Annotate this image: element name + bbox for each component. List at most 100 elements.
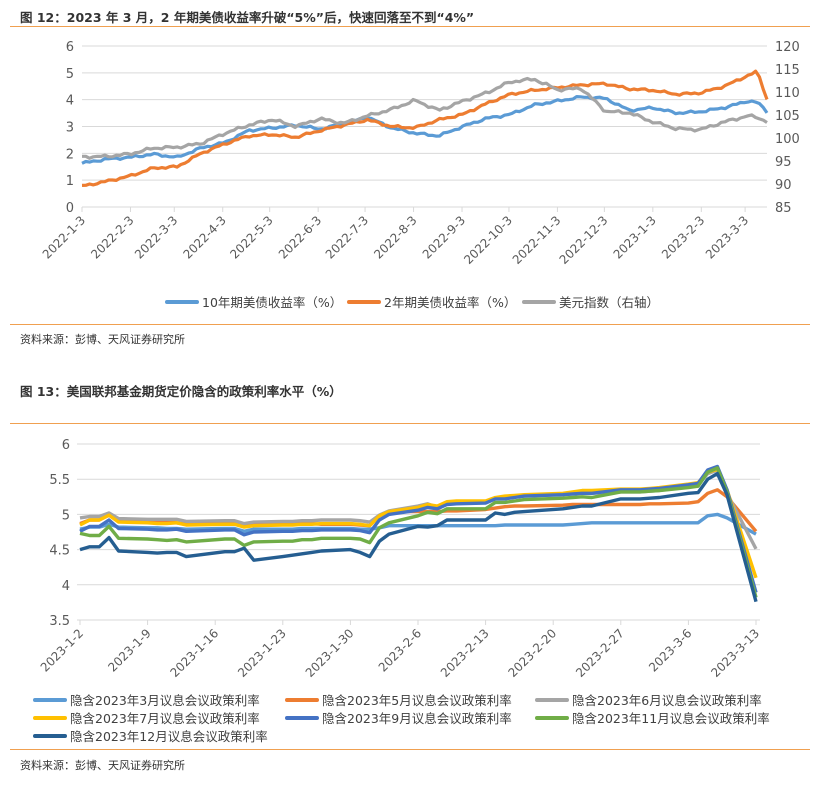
figure-12-title: 图 12：2023 年 3 月，2 年期美债收益率升破“5%”后，快速回落至不到…	[20, 10, 475, 25]
c2-gridlines	[77, 443, 760, 621]
c2-legend-swatch-jul	[33, 715, 67, 720]
c2-x-tick-label: 2023-2-27	[573, 626, 627, 680]
c1-y-left-tick-label: 4	[66, 94, 74, 109]
c1-y-left-tick-label: 3	[66, 121, 74, 136]
c1-x-tick-label: 2022-2-3	[88, 213, 136, 261]
c2-legend-item-may: 隐含2023年5月议息会议政策利率	[285, 690, 512, 709]
c2-y-tick-label: 4.5	[49, 544, 70, 559]
c2-series-line-4	[79, 464, 758, 593]
c2-x-tick-label: 2023-3-13	[708, 626, 762, 680]
c2-y-tick-label: 5.5	[49, 473, 70, 488]
c2-x-tick-label: 2023-1-9	[105, 626, 153, 674]
c1-gridlines	[82, 45, 767, 208]
c2-x-tick-label: 2023-1-2	[38, 626, 86, 674]
c1-y-right-tick-label: 115	[775, 63, 800, 78]
c2-x-tick-label: 2023-2-6	[376, 626, 424, 674]
c1-x-tick-label: 2023-1-3	[611, 213, 659, 261]
c2-legend-label-jul: 隐含2023年7月议息会议政策利率	[70, 711, 260, 726]
c2-legend-swatch-sep	[285, 715, 319, 720]
c2-legend-item-mar: 隐含2023年3月议息会议政策利率	[33, 690, 260, 709]
c1-x-tick-label: 2022-11-3	[510, 213, 564, 267]
c2-legend-item-jun: 隐含2023年6月议息会议政策利率	[535, 690, 762, 709]
figure-13-bottom-rule	[10, 749, 810, 750]
c1-x-tick-label: 2022-7-3	[323, 213, 371, 261]
c2-legend-swatch-jun	[535, 697, 569, 702]
c1-series-line-2	[82, 76, 768, 160]
c2-legend-item-jul: 隐含2023年7月议息会议政策利率	[33, 708, 260, 727]
c1-right-axis-ticks: 85 90 95 100 105 110 115 120	[775, 40, 800, 216]
c2-legend-swatch-mar	[33, 697, 67, 702]
figure-13-top-rule	[10, 423, 810, 424]
c2-legend: 隐含2023年3月议息会议政策利率 隐含2023年5月议息会议政策利率 隐含20…	[0, 690, 820, 746]
c1-y-right-tick-label: 100	[775, 132, 800, 147]
c2-legend-label-jun: 隐含2023年6月议息会议政策利率	[572, 693, 762, 708]
c2-x-tick-label: 2023-1-30	[303, 626, 357, 680]
figure-12-bottom-rule	[10, 324, 810, 325]
c1-x-tick-label: 2022-3-3	[132, 213, 180, 261]
c2-legend-item-nov: 隐含2023年11月议息会议政策利率	[535, 708, 770, 727]
c2-x-axis: 2023-1-2 2023-1-9 2023-1-16 2023-1-23 2023-1…	[38, 619, 762, 680]
c1-x-tick-label: 2023-3-3	[703, 213, 751, 261]
c1-y-right-tick-label: 105	[775, 109, 800, 124]
c1-x-tick-label: 2022-12-3	[557, 213, 611, 267]
c1-y-left-tick-label: 6	[66, 40, 74, 55]
figure-12-top-rule	[10, 26, 810, 27]
c1-x-tick-label: 2022-6-3	[276, 213, 324, 261]
c1-x-tick-label: 2022-1-3	[40, 213, 88, 261]
c2-y-axis-ticks: 3.5 4 4.5 5 5.5 6	[49, 438, 70, 629]
c1-legend-swatch-2y	[347, 299, 381, 304]
c1-legend-label-2y: 2年期美债收益率（%）	[384, 295, 517, 310]
figure-12-source: 资料来源：彭博、天风证券研究所	[20, 333, 185, 346]
c1-left-axis-ticks: 0 1 2 3 4 5 6	[66, 40, 74, 216]
c1-x-tick-label: 2022-5-3	[227, 213, 275, 261]
c1-legend-label-dxy: 美元指数（右轴）	[559, 295, 660, 310]
c2-legend-label-nov: 隐含2023年11月议息会议政策利率	[572, 711, 770, 726]
c1-y-left-tick-label: 1	[66, 174, 74, 189]
c1-y-right-tick-label: 110	[775, 86, 800, 101]
c1-legend-item-10y: 10年期美债收益率（%）	[165, 292, 342, 311]
c2-legend-item-sep: 隐含2023年9月议息会议政策利率	[285, 708, 512, 727]
chart-13-implied-policy-rate: 3.544.555.56 2023-1-2 2023-1-9 2023-1-16 20…	[38, 438, 762, 680]
c2-legend-swatch-may	[285, 697, 319, 702]
c1-y-right-tick-label: 120	[775, 40, 800, 55]
c1-y-right-tick-label: 95	[775, 155, 792, 170]
c2-y-tick-label: 3.5	[49, 614, 70, 629]
c2-legend-swatch-nov	[535, 715, 569, 720]
c2-x-tick-label: 2023-2-13	[438, 626, 492, 680]
c1-legend-label-10y: 10年期美债收益率（%）	[202, 295, 343, 310]
c2-x-tick-label: 2023-1-16	[168, 626, 222, 680]
c2-legend-label-mar: 隐含2023年3月议息会议政策利率	[70, 693, 260, 708]
c1-y-left-tick-label: 5	[66, 67, 74, 82]
c1-x-tick-label: 2022-9-3	[420, 213, 468, 261]
c2-legend-swatch-dec	[33, 733, 67, 738]
c2-legend-label-dec: 隐含2023年12月议息会议政策利率	[70, 729, 268, 744]
c2-series-lines	[79, 464, 758, 603]
c1-y-left-tick-label: 0	[66, 201, 74, 216]
figure-13-title: 图 13：美国联邦基金期货定价隐含的政策利率水平（%）	[20, 384, 342, 399]
c2-x-tick-label: 2023-1-23	[235, 626, 289, 680]
c1-legend-item-2y: 2年期美债收益率（%）	[347, 292, 516, 311]
figure-13-source: 资料来源：彭博、天风证券研究所	[20, 759, 185, 772]
c1-y-right-tick-label: 90	[775, 178, 792, 193]
c1-x-tick-label: 2022-8-3	[371, 213, 419, 261]
c2-y-tick-label: 6	[62, 438, 70, 453]
c1-y-left-tick-label: 2	[66, 147, 74, 162]
c1-x-tick-label: 2022-4-3	[180, 213, 228, 261]
c1-x-tick-label: 2022-10-3	[461, 213, 515, 267]
c2-x-tick-label: 2023-3-6	[646, 626, 694, 674]
c1-legend-item-dxy: 美元指数（右轴）	[522, 292, 659, 311]
c1-series-lines	[81, 69, 769, 187]
c2-legend-item-dec: 隐含2023年12月议息会议政策利率	[33, 726, 268, 745]
c1-legend-swatch-10y	[165, 299, 199, 304]
c2-series-line-6	[79, 471, 758, 603]
c2-y-tick-label: 5	[62, 508, 70, 523]
c1-y-right-tick-label: 85	[775, 201, 792, 216]
c1-legend: 10年期美债收益率（%） 2年期美债收益率（%） 美元指数（右轴）	[0, 292, 820, 310]
c1-series-line-1	[81, 69, 769, 187]
c2-series-line-5	[79, 466, 758, 598]
c2-legend-label-sep: 隐含2023年9月议息会议政策利率	[322, 711, 512, 726]
c2-y-tick-label: 4	[62, 579, 70, 594]
c1-x-tick-label: 2023-2-3	[659, 213, 707, 261]
